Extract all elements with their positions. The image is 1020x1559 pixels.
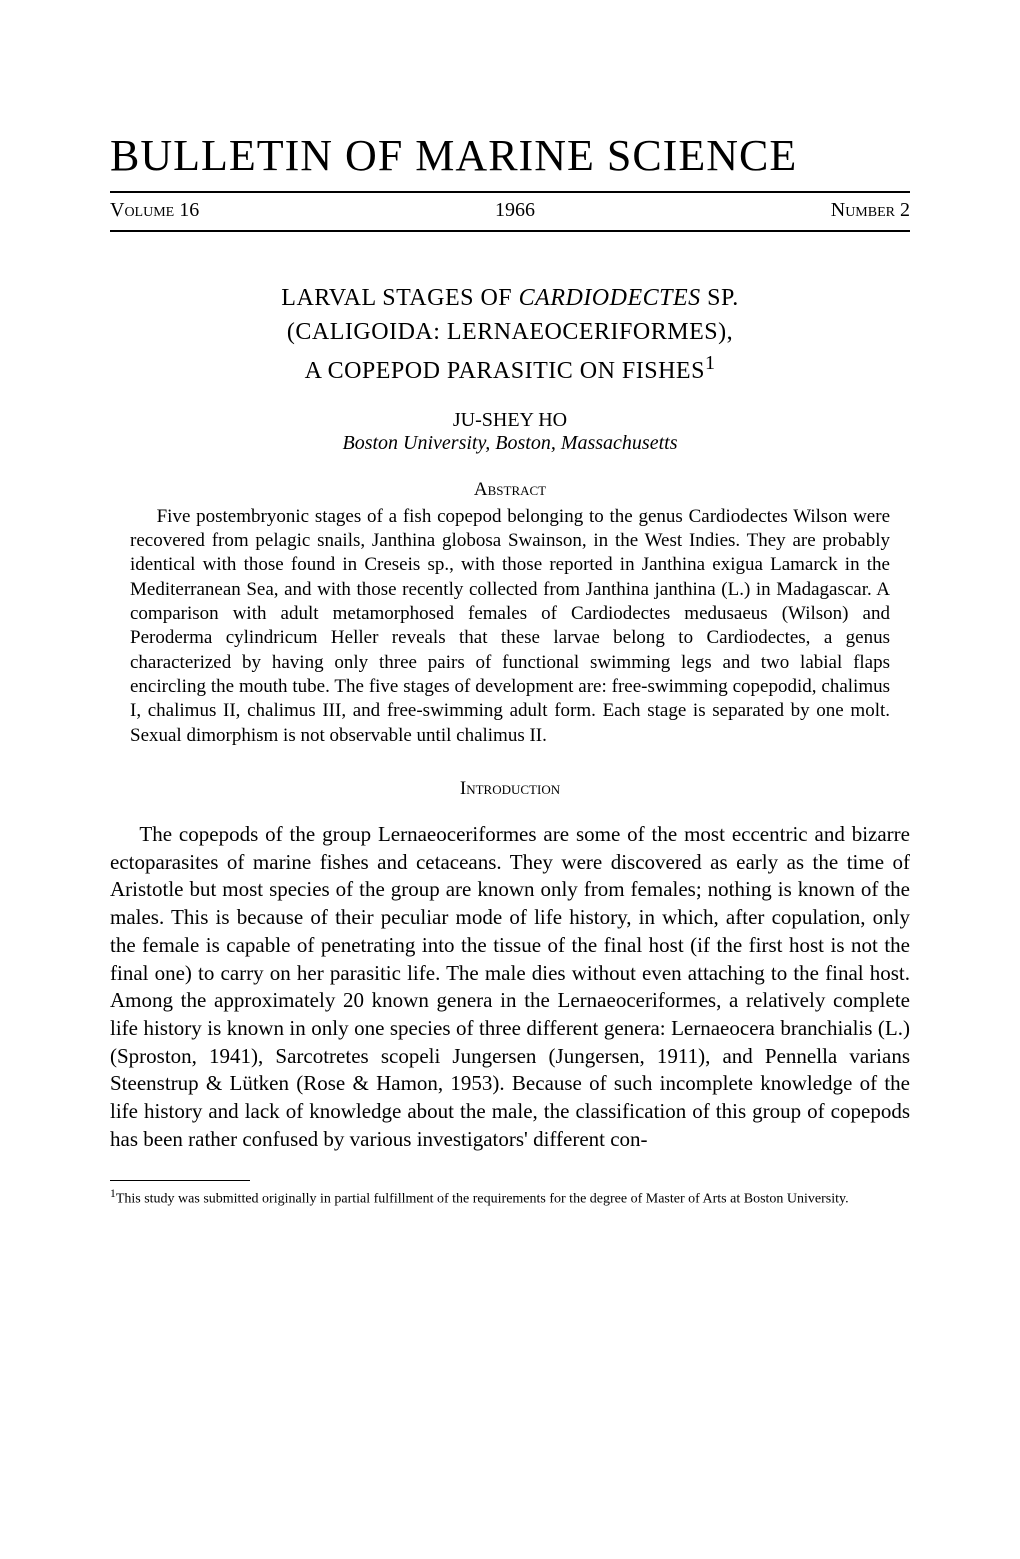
volume-number: 16 <box>179 199 199 221</box>
article-title: LARVAL STAGES OF CARDIODECTES SP. (CALIG… <box>170 282 850 389</box>
rule-bottom <box>110 230 910 232</box>
year: 1966 <box>495 199 535 222</box>
title-genus: CARDIODECTES <box>519 285 701 311</box>
title-footnote-mark: 1 <box>705 352 716 374</box>
volume-label: Volume <box>110 199 174 221</box>
volume: Volume 16 <box>110 199 199 222</box>
title-line2: (CALIGOIDA: LERNAEOCERIFORMES), <box>287 319 733 345</box>
title-line3: A COPEPOD PARASITIC ON FISHES <box>305 358 705 384</box>
footnote: 1This study was submitted originally in … <box>110 1187 910 1208</box>
page-container: BULLETIN OF MARINE SCIENCE Volume 16 196… <box>0 0 1020 1268</box>
issue-number: 2 <box>900 199 910 221</box>
author-name: JU-SHEY HO <box>110 409 910 432</box>
introduction-heading: Introduction <box>110 778 910 800</box>
footnote-text: This study was submitted originally in p… <box>116 1191 849 1206</box>
abstract-heading: Abstract <box>110 479 910 501</box>
footnote-rule <box>110 1180 250 1181</box>
issue-line: Volume 16 1966 Number 2 <box>110 193 910 230</box>
journal-title: BULLETIN OF MARINE SCIENCE <box>110 130 910 181</box>
author-affiliation: Boston University, Boston, Massachusetts <box>110 432 910 455</box>
title-sp: SP. <box>701 285 739 311</box>
title-line1: LARVAL STAGES OF <box>281 285 518 311</box>
issue: Number 2 <box>831 199 910 222</box>
number-label: Number <box>831 199 895 221</box>
abstract-text: Five postembryonic stages of a fish cope… <box>130 505 890 748</box>
introduction-text: The copepods of the group Lernaeocerifor… <box>110 821 910 1154</box>
